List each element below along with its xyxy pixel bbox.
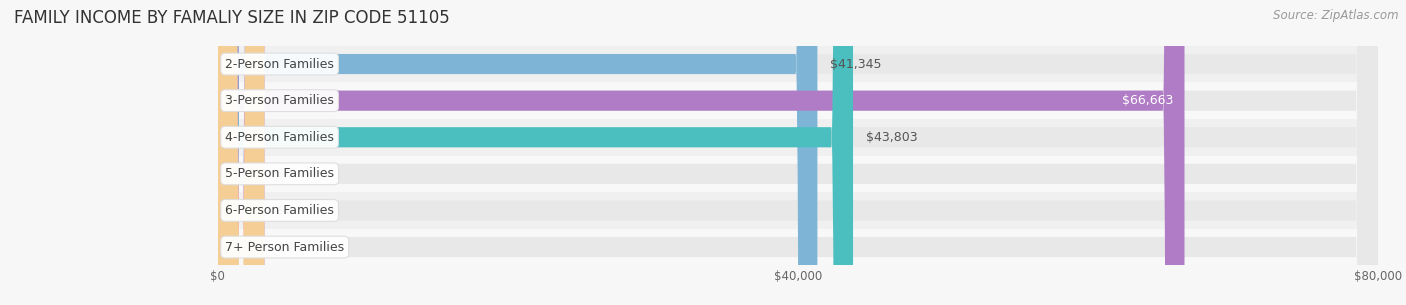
FancyBboxPatch shape [218, 0, 1378, 305]
FancyBboxPatch shape [218, 0, 264, 305]
FancyBboxPatch shape [218, 0, 1378, 305]
Text: 2-Person Families: 2-Person Families [225, 58, 335, 70]
Text: $0: $0 [277, 241, 294, 253]
FancyBboxPatch shape [218, 0, 264, 305]
Text: $66,663: $66,663 [1122, 94, 1173, 107]
Text: FAMILY INCOME BY FAMALIY SIZE IN ZIP CODE 51105: FAMILY INCOME BY FAMALIY SIZE IN ZIP COD… [14, 9, 450, 27]
Bar [218, 229, 1378, 265]
FancyBboxPatch shape [218, 0, 1378, 305]
Bar [218, 192, 1378, 229]
FancyBboxPatch shape [218, 0, 1378, 305]
Text: $43,803: $43,803 [866, 131, 918, 144]
Bar [218, 46, 1378, 82]
Text: 3-Person Families: 3-Person Families [225, 94, 335, 107]
FancyBboxPatch shape [218, 0, 853, 305]
FancyBboxPatch shape [218, 0, 1184, 305]
Text: $0: $0 [277, 204, 294, 217]
Bar [218, 119, 1378, 156]
Text: 6-Person Families: 6-Person Families [225, 204, 335, 217]
FancyBboxPatch shape [218, 0, 1378, 305]
Bar [218, 82, 1378, 119]
Text: $0: $0 [277, 167, 294, 180]
Text: 4-Person Families: 4-Person Families [225, 131, 335, 144]
Text: $41,345: $41,345 [831, 58, 882, 70]
Text: 7+ Person Families: 7+ Person Families [225, 241, 344, 253]
FancyBboxPatch shape [218, 0, 264, 305]
Text: Source: ZipAtlas.com: Source: ZipAtlas.com [1274, 9, 1399, 22]
FancyBboxPatch shape [218, 0, 817, 305]
Bar [218, 156, 1378, 192]
Text: 5-Person Families: 5-Person Families [225, 167, 335, 180]
FancyBboxPatch shape [218, 0, 1378, 305]
